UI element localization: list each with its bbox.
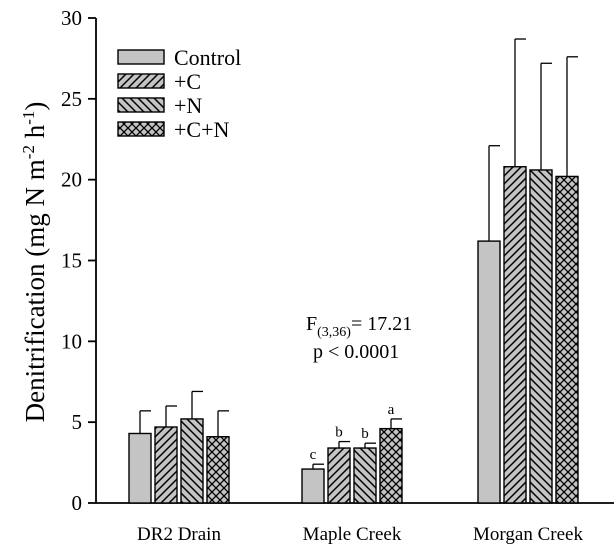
legend-label: +N <box>174 93 202 118</box>
legend-swatch <box>117 49 165 65</box>
legend-label: Control <box>174 45 241 70</box>
y-tick-label: 10 <box>61 329 82 353</box>
bar-dr2-drain-3 <box>180 418 204 504</box>
legend-swatch <box>117 97 165 113</box>
bar-maple-creek-1 <box>301 468 325 504</box>
y-ticks: 0 5 10 15 20 25 30 <box>61 6 96 515</box>
y-tick-label: 20 <box>61 168 82 192</box>
x-category-label: Morgan Creek <box>473 524 583 545</box>
bar-morgan-creek-2 <box>503 166 527 504</box>
bar-morgan-creek-3 <box>529 169 553 504</box>
legend: Control+C+N+C+N <box>117 45 241 142</box>
significance-letter: b <box>361 426 369 442</box>
significance-letters: c b b a <box>310 402 395 463</box>
legend-label: +C <box>174 69 201 94</box>
legend-label: +C+N <box>174 117 229 142</box>
x-category-labels: DR2 Drain Maple Creek Morgan Creek <box>137 524 583 545</box>
x-category-label: Maple Creek <box>303 524 402 545</box>
y-tick-label: 25 <box>61 87 82 111</box>
bar-morgan-creek-1 <box>477 240 501 504</box>
bars <box>128 166 579 504</box>
legend-swatch <box>117 121 165 137</box>
y-axis-label: Denitrification (mg N m-2 h-1) <box>19 102 50 423</box>
bar-dr2-drain-4 <box>206 436 230 504</box>
f-statistic: F(3,36)= 17.21 <box>306 313 412 340</box>
y-tick-label: 5 <box>72 410 83 434</box>
significance-letter: c <box>310 447 317 463</box>
bar-maple-creek-4 <box>379 427 403 504</box>
error-bars <box>139 38 578 470</box>
y-tick-label: 30 <box>61 6 82 30</box>
p-value: p < 0.0001 <box>313 341 399 363</box>
x-category-label: DR2 Drain <box>137 524 221 545</box>
significance-letter: a <box>388 402 395 418</box>
y-tick-label: 15 <box>61 249 82 273</box>
bar-morgan-creek-4 <box>555 175 579 504</box>
legend-swatch <box>117 73 165 89</box>
bar-dr2-drain-1 <box>128 432 152 504</box>
bar-dr2-drain-2 <box>154 426 178 504</box>
y-tick-label: 0 <box>72 491 83 515</box>
bar-maple-creek-2 <box>327 447 351 504</box>
significance-letter: b <box>335 425 343 441</box>
bar-maple-creek-3 <box>353 447 377 504</box>
